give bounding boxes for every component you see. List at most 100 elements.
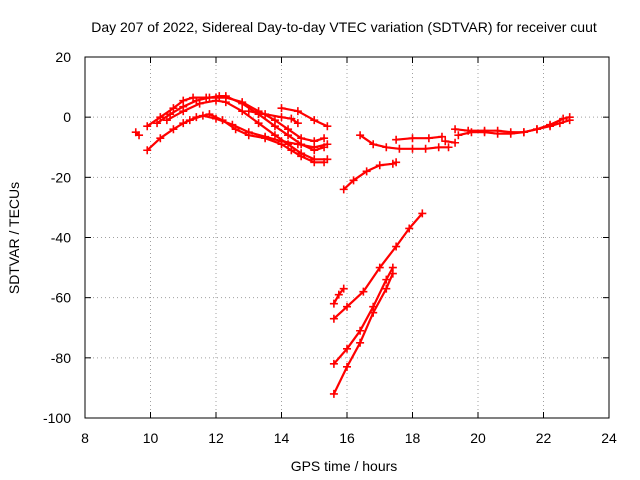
data-point bbox=[408, 134, 417, 143]
data-point bbox=[143, 122, 152, 131]
data-point bbox=[546, 120, 555, 129]
data-point bbox=[506, 129, 515, 138]
data-point bbox=[359, 287, 368, 296]
data-point bbox=[310, 158, 319, 167]
data-point bbox=[261, 132, 270, 141]
series-line bbox=[165, 99, 329, 161]
x-tick-label: 14 bbox=[274, 430, 290, 446]
data-point bbox=[261, 110, 270, 119]
data-point bbox=[323, 140, 332, 149]
x-tick-label: 12 bbox=[208, 430, 224, 446]
data-point bbox=[418, 209, 427, 218]
data-point bbox=[270, 131, 279, 140]
data-point bbox=[244, 128, 253, 137]
data-point bbox=[565, 113, 574, 122]
data-point bbox=[284, 131, 293, 140]
data-point bbox=[329, 359, 338, 368]
series-line bbox=[332, 266, 394, 365]
data-point bbox=[212, 96, 220, 105]
series-arc-n bbox=[339, 158, 401, 194]
x-tick-label: 24 bbox=[601, 430, 617, 446]
data-point bbox=[382, 284, 391, 293]
series-arc-g bbox=[244, 107, 302, 128]
data-point bbox=[369, 140, 378, 149]
data-point bbox=[434, 143, 443, 152]
x-tick-label: 16 bbox=[339, 430, 355, 446]
data-point bbox=[382, 275, 391, 284]
data-point bbox=[179, 119, 188, 128]
data-point bbox=[156, 134, 165, 143]
data-point bbox=[532, 125, 541, 134]
data-point bbox=[287, 114, 296, 123]
series-arc-o bbox=[329, 284, 348, 308]
data-point bbox=[559, 114, 568, 123]
chart-title: Day 207 of 2022, Sidereal Day-to-day VTE… bbox=[91, 19, 597, 35]
data-point bbox=[339, 284, 348, 293]
data-point bbox=[277, 104, 286, 113]
data-point bbox=[493, 129, 502, 138]
data-point bbox=[179, 107, 188, 116]
y-axis-label: SDTVAR / TECUs bbox=[6, 182, 22, 294]
series-arc-f bbox=[185, 111, 332, 152]
data-point bbox=[480, 128, 489, 137]
data-point bbox=[329, 389, 338, 398]
data-point bbox=[349, 176, 358, 185]
data-point bbox=[421, 144, 430, 153]
x-axis-label: GPS time / hours bbox=[291, 458, 398, 474]
data-point bbox=[375, 263, 384, 272]
data-point bbox=[198, 111, 207, 120]
series-arc-a bbox=[131, 128, 144, 140]
data-point bbox=[320, 134, 329, 143]
x-tick-label: 18 bbox=[405, 430, 421, 446]
data-point bbox=[195, 99, 204, 108]
data-point bbox=[437, 132, 446, 141]
data-point bbox=[238, 99, 247, 108]
data-point bbox=[375, 161, 384, 170]
data-point bbox=[343, 344, 351, 353]
data-point bbox=[408, 144, 417, 153]
y-tick-label: -80 bbox=[51, 350, 71, 366]
y-tick-label: -60 bbox=[51, 290, 71, 306]
data-point bbox=[310, 116, 319, 125]
series-line bbox=[332, 272, 394, 395]
data-point bbox=[310, 143, 319, 152]
data-point bbox=[444, 143, 453, 152]
data-point bbox=[254, 119, 263, 128]
series-arc-c bbox=[153, 92, 329, 155]
data-point bbox=[467, 128, 476, 137]
series-arc-i bbox=[356, 131, 453, 153]
series-line bbox=[155, 94, 326, 152]
data-point bbox=[293, 119, 302, 128]
data-point bbox=[424, 134, 433, 143]
series-arc-h bbox=[277, 104, 332, 131]
data-point bbox=[185, 116, 194, 125]
data-point bbox=[143, 146, 152, 155]
x-tick-label: 20 bbox=[470, 430, 486, 446]
data-point bbox=[162, 116, 171, 125]
data-point bbox=[166, 110, 175, 119]
data-point bbox=[441, 137, 450, 146]
data-point bbox=[320, 158, 329, 167]
x-tick-label: 8 bbox=[81, 430, 89, 446]
data-point bbox=[293, 107, 302, 116]
y-tick-label: 0 bbox=[63, 109, 71, 125]
series-arc-m bbox=[454, 113, 574, 140]
data-point bbox=[343, 302, 351, 311]
data-point bbox=[405, 224, 414, 233]
data-point bbox=[287, 146, 296, 155]
data-point bbox=[451, 125, 460, 134]
data-point bbox=[221, 98, 230, 107]
series-line bbox=[457, 116, 571, 137]
data-point bbox=[270, 122, 279, 131]
data-point bbox=[297, 152, 306, 161]
data-point bbox=[244, 107, 253, 116]
x-tick-label: 10 bbox=[143, 430, 159, 446]
data-point bbox=[323, 122, 332, 131]
series-line bbox=[280, 106, 329, 128]
data-point bbox=[277, 137, 286, 146]
data-point bbox=[135, 131, 144, 140]
data-point bbox=[153, 119, 162, 128]
data-point bbox=[454, 131, 463, 140]
